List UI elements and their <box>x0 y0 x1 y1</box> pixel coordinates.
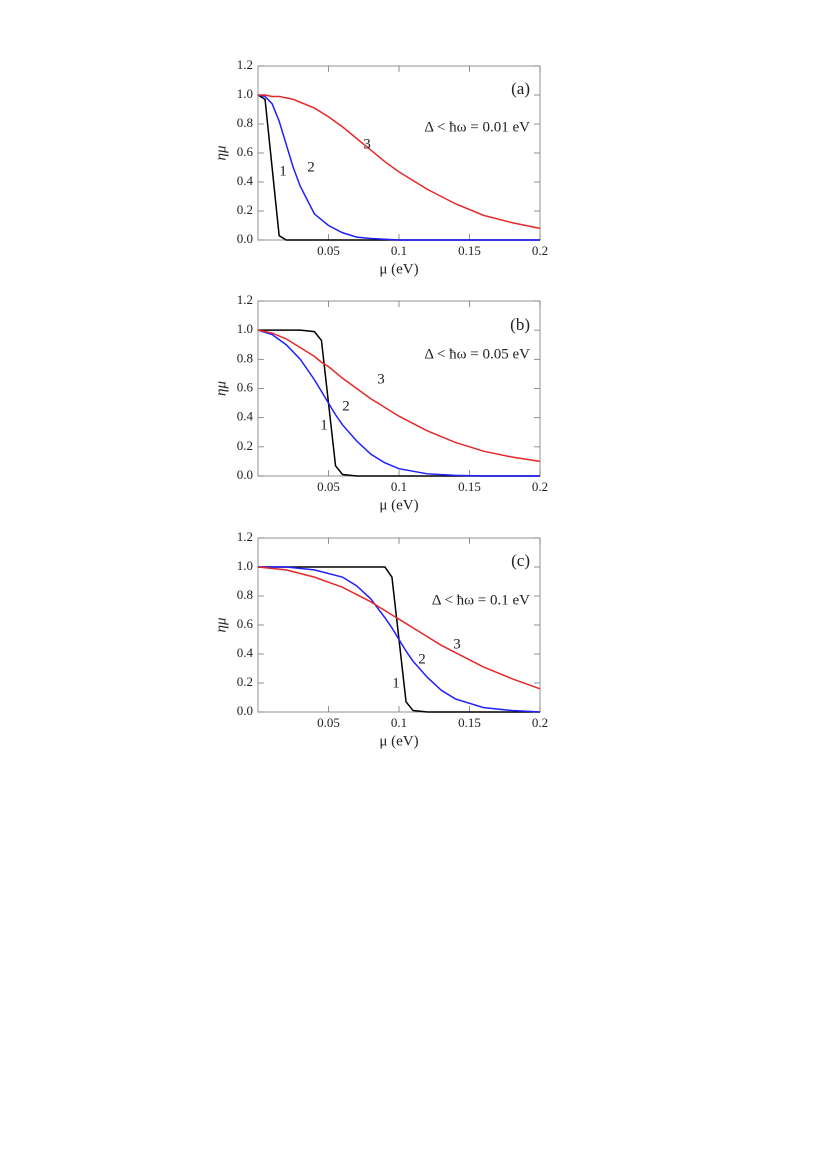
y-axis-label: ημ <box>213 145 229 160</box>
x-tick-label: 0.05 <box>317 243 340 258</box>
y-tick-label: 0.2 <box>237 674 253 689</box>
plot-frame <box>257 300 541 477</box>
y-tick-label: 1.0 <box>237 321 253 336</box>
x-tick-label: 0.15 <box>458 479 481 494</box>
curve <box>257 94 540 241</box>
curve <box>257 329 540 477</box>
y-tick-label: 0.8 <box>237 587 253 602</box>
curve-label: 2 <box>418 651 426 667</box>
y-tick-label: 0.8 <box>237 350 253 365</box>
y-tick-label: 0.6 <box>237 144 254 159</box>
y-tick-label: 1.0 <box>237 86 253 101</box>
x-axis-label: μ (eV) <box>379 733 418 749</box>
x-axis-label: μ (eV) <box>379 261 418 277</box>
curve-label: 2 <box>307 159 315 175</box>
annotation: Δ < ħω = 0.05 eV <box>424 346 530 362</box>
y-tick-label: 0.0 <box>237 467 253 482</box>
y-tick-label: 0.4 <box>237 173 254 188</box>
curve-label: 3 <box>453 636 461 652</box>
x-tick-label: 0.2 <box>532 243 548 258</box>
y-tick-label: 1.2 <box>237 57 253 72</box>
y-axis-label: ημ <box>213 617 229 632</box>
y-tick-label: 1.0 <box>237 558 253 573</box>
plot-frame <box>257 65 541 241</box>
panel-label: (c) <box>511 551 530 570</box>
x-tick-label: 0.05 <box>317 479 340 494</box>
curve-label: 1 <box>392 675 400 691</box>
x-tick-label: 0.15 <box>458 715 481 730</box>
annotation: Δ < ħω = 0.1 eV <box>432 592 530 608</box>
curve <box>258 94 541 230</box>
panel-label: (b) <box>510 315 530 334</box>
curve <box>258 566 541 713</box>
y-tick-label: 0.8 <box>237 115 253 130</box>
y-tick-label: 0.2 <box>237 202 253 217</box>
x-tick-label: 0.1 <box>391 479 407 494</box>
x-tick-label: 0.1 <box>391 715 407 730</box>
curve-label: 3 <box>377 371 385 387</box>
y-tick-label: 0.2 <box>237 438 253 453</box>
x-tick-label: 0.1 <box>391 243 407 258</box>
y-tick-label: 1.2 <box>237 292 253 307</box>
y-tick-label: 0.0 <box>237 231 253 246</box>
curve-label: 1 <box>279 163 287 179</box>
x-tick-label: 0.05 <box>317 715 340 730</box>
y-tick-label: 0.4 <box>237 645 254 660</box>
annotation: Δ < ħω = 0.01 eV <box>424 119 530 135</box>
panel-label: (a) <box>511 79 530 98</box>
y-tick-label: 0.6 <box>237 616 254 631</box>
x-tick-label: 0.2 <box>532 479 548 494</box>
x-axis-label: μ (eV) <box>379 497 418 513</box>
curve-label: 1 <box>320 417 328 433</box>
x-tick-label: 0.2 <box>532 715 548 730</box>
y-tick-label: 0.0 <box>237 703 253 718</box>
y-axis-label: ημ <box>213 381 229 396</box>
y-tick-label: 0.6 <box>237 379 254 394</box>
curve <box>257 566 541 690</box>
curve-label: 3 <box>363 136 371 152</box>
x-tick-label: 0.15 <box>458 243 481 258</box>
y-tick-label: 0.4 <box>237 409 254 424</box>
y-tick-label: 1.2 <box>237 529 253 544</box>
curve-label: 2 <box>342 398 350 414</box>
curve <box>257 329 541 463</box>
